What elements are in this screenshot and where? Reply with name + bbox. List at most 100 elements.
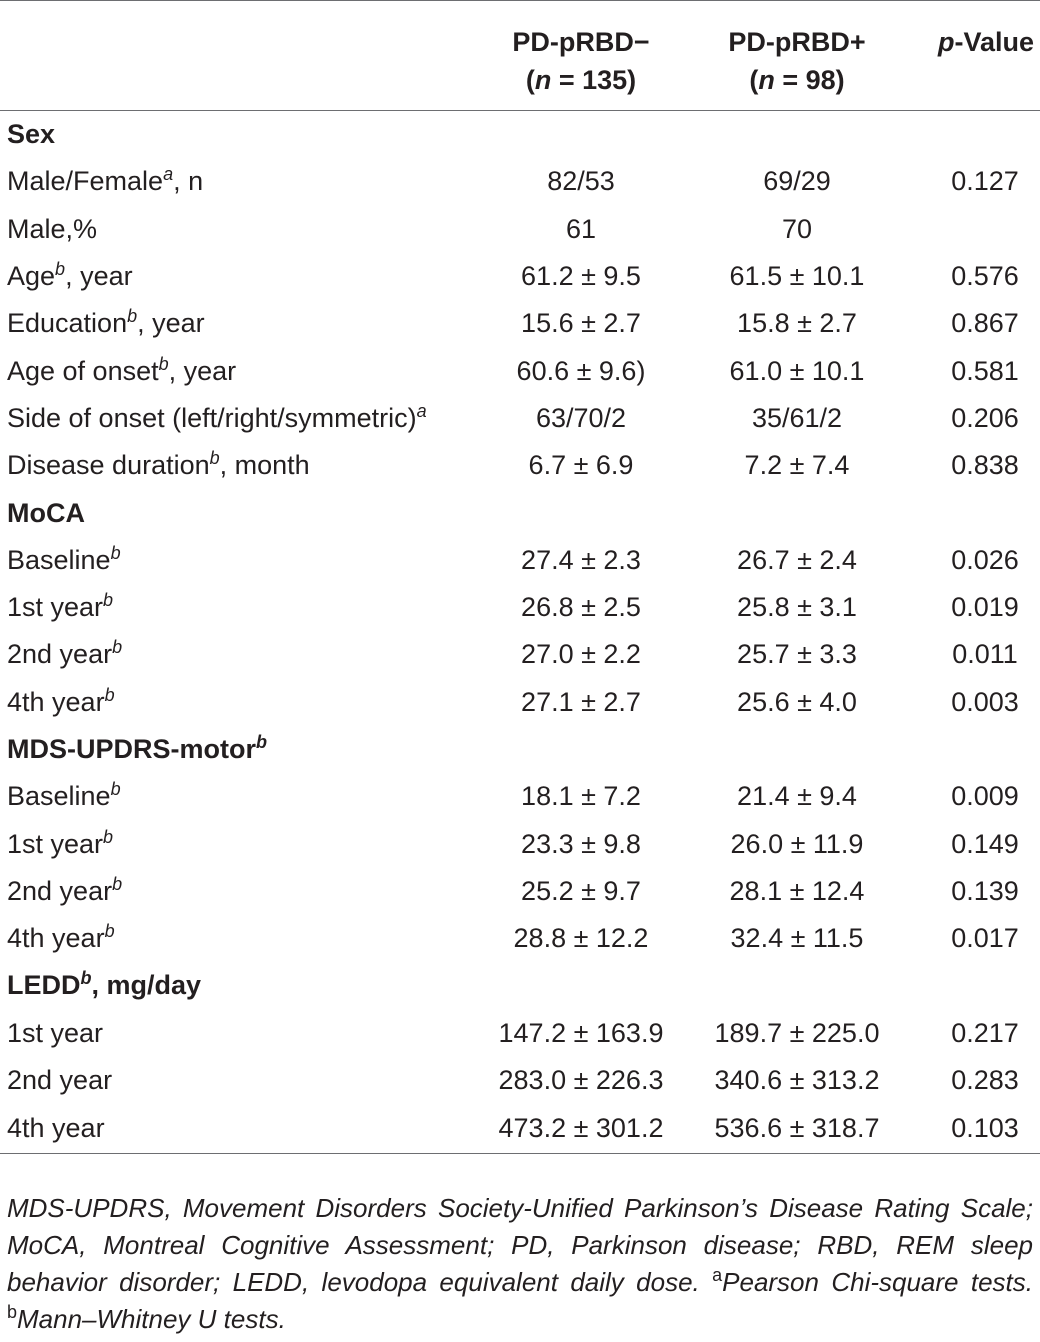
group1-value: 6.7 ± 6.9 (528, 450, 634, 481)
pvalue: 0.838 (951, 450, 1019, 481)
row-label-text: 4th year (7, 1113, 105, 1144)
group2-value (692, 111, 902, 158)
table-header-row: PD-pRBD− (n = 135) PD-pRBD+ (n = 98) p-V… (0, 0, 1040, 111)
pvalue: 0.127 (951, 166, 1019, 197)
row-label: 4th yearb (0, 915, 470, 962)
group2-value: 35/61/2 (751, 402, 843, 433)
footnote-a-mark: a (712, 1265, 723, 1285)
row-label: 2nd yearb (0, 631, 470, 678)
group2-value: 26.7 ± 2.4 (737, 544, 857, 575)
row-label-text: MDS-UPDRS-motor (7, 734, 256, 764)
table-footnote: MDS-UPDRS, Movement Disorders Society-Un… (7, 1190, 1033, 1338)
table-row: Age of onsetb, year 60.6 ± 9.6) 61.0 ± 10.… (0, 347, 1040, 394)
table-row: 1st yearb 23.3 ± 9.8 26.0 ± 11.9 0.149 (0, 820, 1040, 867)
row-label: 4th yearb (0, 678, 470, 725)
pvalue (902, 725, 1040, 772)
group1-value: 82/53 (547, 166, 615, 197)
group2-value: 7.2 ± 7.4 (744, 450, 850, 481)
group2-value: 25.6 ± 4.0 (737, 686, 857, 717)
group1-value: 283.0 ± 226.3 (498, 1065, 664, 1096)
pvalue: 0.026 (951, 544, 1019, 575)
table-row: Educationb, year 15.6 ± 2.7 15.8 ± 2.7 0.86… (0, 300, 1040, 347)
header-label-cell (0, 0, 470, 111)
row-label-suffix: , n (173, 166, 204, 197)
header-group2: PD-pRBD+ (n = 98) (692, 0, 902, 111)
group1-value (470, 111, 692, 158)
header-group1-name: PD-pRBD− (512, 27, 650, 57)
row-label-text: Baseline (7, 544, 111, 575)
row-label-superscript: b (127, 306, 138, 327)
pvalue: 0.149 (951, 828, 1019, 859)
table-row: 2nd yearb 25.2 ± 9.7 28.1 ± 12.4 0.139 (0, 867, 1040, 914)
pvalue (902, 205, 1040, 252)
row-label-text: 2nd year (7, 1065, 113, 1096)
section-row: MDS-UPDRS-motorb (0, 725, 1040, 772)
header-group1-n-value: = 135) (551, 65, 637, 95)
pvalue: 0.283 (951, 1065, 1019, 1096)
group1-value: 27.0 ± 2.2 (521, 639, 641, 670)
row-label: Age of onsetb, year (0, 347, 470, 394)
pvalue: 0.103 (902, 1103, 1040, 1155)
table-row: Male/Femalea, n 82/53 69/29 0.127 (0, 158, 1040, 205)
pvalue: 0.139 (951, 875, 1019, 906)
row-label: Male/Femalea, n (0, 158, 470, 205)
pvalue: 0.003 (951, 686, 1019, 717)
row-label-text: 2nd year (7, 639, 113, 670)
table-row: Baselineb 18.1 ± 7.2 21.4 ± 9.4 0.009 (0, 773, 1040, 820)
group2-value: 32.4 ± 11.5 (730, 923, 864, 954)
row-label-text: Age of onset (7, 355, 159, 386)
row-label-superscript: b (256, 732, 267, 752)
section-heading: Sex (0, 111, 470, 158)
group2-value: 69/29 (763, 166, 831, 197)
row-label-text: 4th year (7, 923, 105, 954)
row-label: 2nd yearb (0, 867, 470, 914)
group2-value: 536.6 ± 318.7 (692, 1103, 902, 1155)
group1-value: 25.2 ± 9.7 (521, 875, 641, 906)
table-row: 4th year 473.2 ± 301.2 536.6 ± 318.7 0.103 (0, 1103, 1040, 1155)
row-label: Side of onset (left/right/symmetric)a (0, 394, 470, 441)
group1-value: 61 (565, 213, 597, 244)
row-label-text: 1st year (7, 1017, 104, 1048)
pvalue (902, 489, 1040, 536)
pvalue: 0.009 (951, 781, 1019, 812)
row-label-superscript: b (103, 826, 114, 847)
group1-value (470, 962, 692, 1009)
row-label-text: Side of onset (left/right/symmetric) (7, 402, 417, 433)
row-label-text: Disease duration (7, 450, 210, 481)
group2-value (692, 725, 902, 772)
row-label-superscript: b (112, 637, 123, 658)
section-heading: MDS-UPDRS-motorb (0, 725, 470, 772)
group1-value: 473.2 ± 301.2 (470, 1103, 692, 1155)
group2-value: 25.8 ± 3.1 (737, 592, 857, 623)
row-label: Ageb, year (0, 252, 470, 299)
table-row: Baselineb 27.4 ± 2.3 26.7 ± 2.4 0.026 (0, 536, 1040, 583)
footnote-b-text: Mann–Whitney U tests. (17, 1304, 286, 1334)
pvalue: 0.576 (951, 261, 1019, 292)
group1-value: 28.8 ± 12.2 (513, 923, 649, 954)
row-label-text: Male,% (7, 213, 98, 244)
table-row: Disease durationb, month 6.7 ± 6.9 7.2 ± 7… (0, 442, 1040, 489)
row-label-text: 1st year (7, 828, 104, 859)
header-pvalue-italic: p (937, 27, 955, 57)
pvalue (902, 962, 1040, 1009)
row-label: 2nd year (0, 1056, 470, 1103)
row-label-superscript: b (104, 921, 115, 942)
row-label-text: 1st year (7, 592, 104, 623)
row-label-superscript: b (80, 968, 92, 989)
header-group1: PD-pRBD− (n = 135) (470, 0, 692, 111)
row-label: 4th year (0, 1103, 470, 1155)
row-label-superscript: b (158, 353, 169, 374)
group1-value: 23.3 ± 9.8 (521, 828, 641, 859)
row-label-superscript: b (110, 779, 121, 800)
table-row: 2nd yearb 27.0 ± 2.2 25.7 ± 3.3 0.011 (0, 631, 1040, 678)
group1-value: 26.8 ± 2.5 (521, 592, 641, 623)
data-table-container: PD-pRBD− (n = 135) PD-pRBD+ (n = 98) p-V… (0, 0, 1040, 1155)
pvalue: 0.206 (951, 402, 1019, 433)
group2-value: 70 (781, 213, 813, 244)
row-label-text: LEDD (7, 970, 81, 1001)
group1-value (470, 725, 692, 772)
table-row: Male,% 61 70 (0, 205, 1040, 252)
pvalue: 0.217 (951, 1017, 1019, 1048)
row-label-text: Baseline (7, 781, 111, 812)
footnote-a-text: Pearson Chi-square tests. (722, 1267, 1033, 1297)
